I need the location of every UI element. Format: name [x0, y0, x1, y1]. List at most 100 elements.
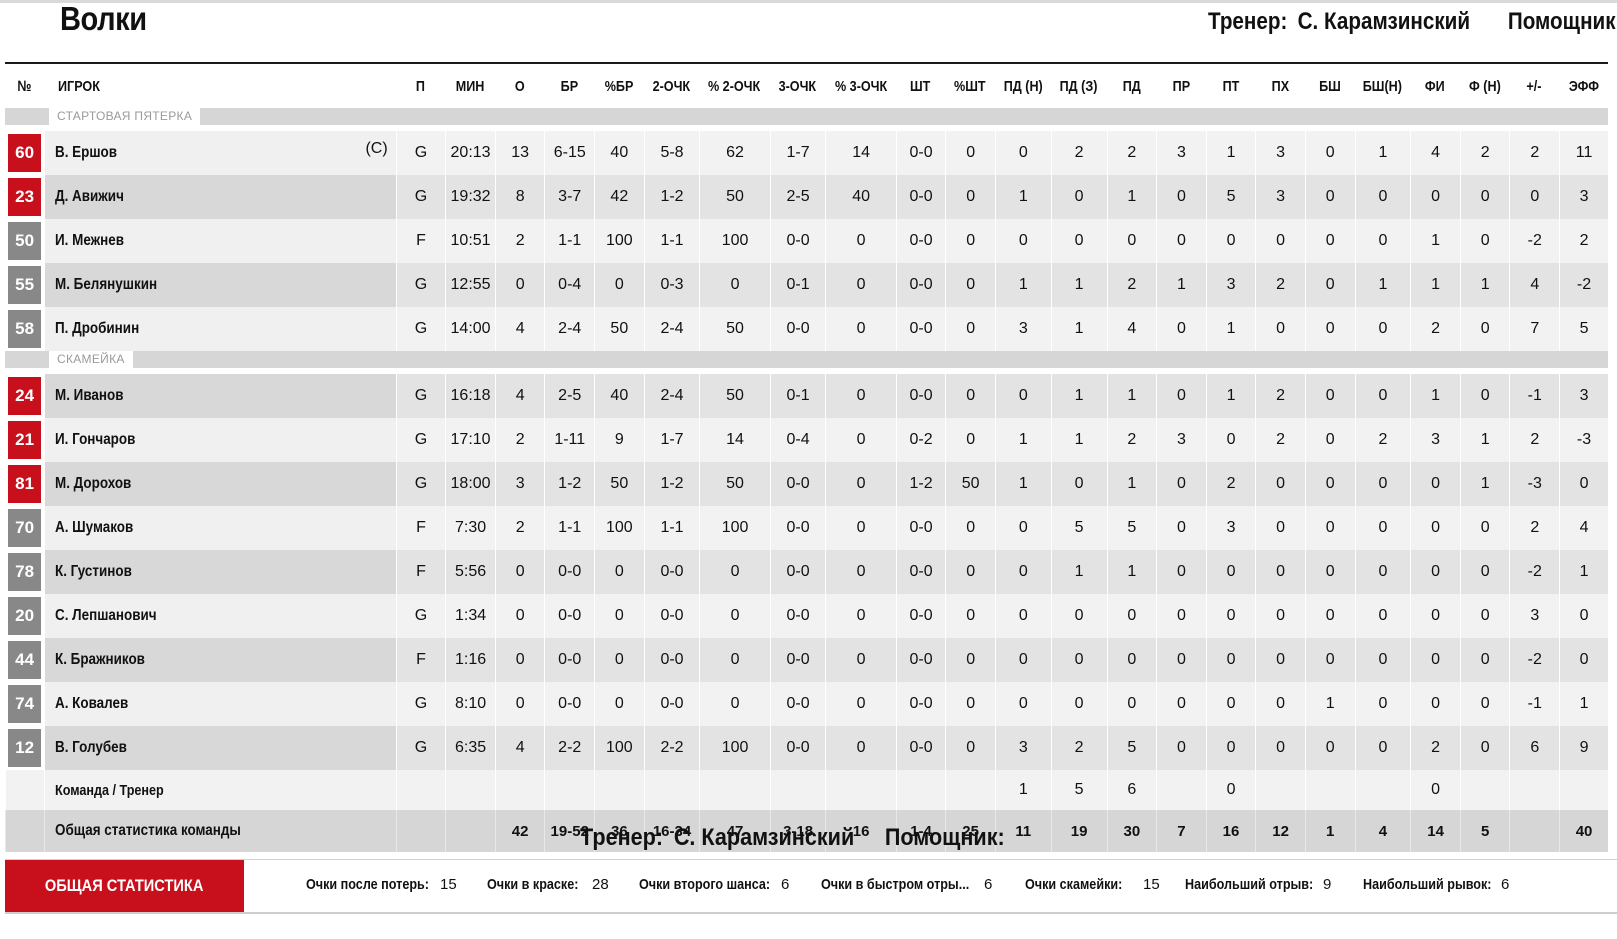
player-row[interactable]: 50 И. Межнев F 10:51 2 1-1 100 1-1 100 0-0 0 0-0 0 0 0… — [5, 219, 1608, 263]
player-name[interactable]: В. Голубев — [44, 726, 396, 770]
stat-cell: 0 — [1459, 506, 1510, 550]
stat-cell: 0 — [1304, 506, 1355, 550]
stat-cell: 1 — [1050, 307, 1107, 351]
stat-cell: 0 — [1205, 219, 1256, 263]
overall-stats-bar: ОБЩАЯ СТАТИСТИКА Очки после потерь: 15 Очк… — [5, 859, 1617, 914]
section-gap — [5, 125, 1608, 131]
player-row[interactable]: 74 А. Ковалев G 8:10 0 0-0 0 0-0 0 0-0 0 0-0 0 0 0 0 0 0 0… — [5, 682, 1608, 726]
player-name[interactable]: М. Белянушкин — [44, 263, 396, 307]
player-name-text: П. Дробинин — [55, 320, 140, 337]
stat-cell: 1 — [1304, 682, 1355, 726]
column-header: БШ — [1305, 64, 1355, 108]
player-number: 58 — [5, 307, 45, 351]
column-header-label: ЭФФ — [1568, 77, 1599, 95]
player-row[interactable]: 44 К. Бражников F 1:16 0 0-0 0 0-0 0 0-0 0 0-0 0 0 0 0 0… — [5, 638, 1608, 682]
stat-cell: 12 — [1255, 810, 1305, 852]
player-position: G — [395, 131, 446, 175]
stat-cell: 0 — [1459, 638, 1510, 682]
stat-cell: 0 — [1156, 462, 1206, 506]
player-name[interactable]: М. Иванов — [44, 374, 396, 418]
player-name[interactable]: С. Лепшанович — [44, 594, 396, 638]
stat-cell: 50 — [699, 307, 770, 351]
stat-cell: 0 — [1255, 638, 1305, 682]
player-row[interactable]: 78 К. Густинов F 5:56 0 0-0 0 0-0 0 0-0 0 0-0 0 0 1 1 0 0… — [5, 550, 1608, 594]
stat-cell: 0 — [1205, 726, 1256, 770]
stat-cell: 2 — [1509, 506, 1560, 550]
player-name[interactable]: П. Дробинин — [44, 307, 396, 351]
summary-stat: Очки второго шанса: 6 — [639, 876, 795, 893]
stat-cell: 1-2 — [544, 462, 595, 506]
stat-cell — [594, 770, 644, 810]
section-gap-cell — [5, 125, 1608, 131]
stat-cell: 0 — [1106, 682, 1157, 726]
summary-stat: Очки после потерь: 15 — [306, 876, 457, 893]
player-name[interactable]: В. Ершов (C) — [44, 131, 396, 175]
stat-cell: 2 — [1255, 418, 1305, 462]
player-name[interactable]: М. Дорохов — [44, 462, 396, 506]
empty-cell — [5, 810, 45, 852]
stat-cell: 0 — [699, 263, 770, 307]
player-name[interactable]: А. Шумаков — [44, 506, 396, 550]
player-row[interactable]: 24 М. Иванов G 16:18 4 2-5 40 2-4 50 0-1 0 0-0 0 0 1 1 0… — [5, 374, 1608, 418]
stat-cell: 1 — [1205, 374, 1256, 418]
stat-cell: 0 — [1156, 175, 1206, 219]
stat-cell: 1-7 — [643, 418, 700, 462]
player-name[interactable]: И. Гончаров — [44, 418, 396, 462]
stat-cell: 0 — [1410, 594, 1460, 638]
summary-stat-label: Очки скамейки: — [1025, 876, 1123, 893]
column-header-label: ПД (З) — [1059, 77, 1098, 95]
stat-cell: 0 — [1354, 682, 1411, 726]
overall-stats-button[interactable]: ОБЩАЯ СТАТИСТИКА — [5, 860, 244, 912]
stat-cell: 0-0 — [895, 638, 946, 682]
player-name[interactable]: А. Ковалев — [44, 682, 396, 726]
stat-cell: 1 — [1354, 131, 1411, 175]
player-row[interactable]: 70 А. Шумаков F 7:30 2 1-1 100 1-1 100 0-0 0 0-0 0 0 5… — [5, 506, 1608, 550]
player-row[interactable]: 12 В. Голубев G 6:35 4 2-2 100 2-2 100 0-0 0 0-0 0 3 2… — [5, 726, 1608, 770]
column-header: ПР — [1156, 64, 1206, 108]
stat-cell: 36 — [594, 810, 644, 852]
column-header-label: БР — [560, 77, 578, 95]
player-row[interactable]: 81 М. Дорохов G 18:00 3 1-2 50 1-2 50 0-0 0 1-2 50 1 0… — [5, 462, 1608, 506]
stat-cell: 50 — [699, 462, 770, 506]
column-header: ФИ — [1410, 64, 1460, 108]
team-name: Волки — [60, 0, 147, 37]
player-row[interactable]: 23 Д. Авижич G 19:32 8 3-7 42 1-2 50 2-5 40 0-0 0 1 0 1… — [5, 175, 1608, 219]
stat-cell: 7 — [1156, 810, 1206, 852]
stat-cell: 0 — [594, 594, 644, 638]
player-name[interactable]: И. Межнев — [44, 219, 396, 263]
stat-cell: 1-1 — [643, 506, 700, 550]
player-row[interactable]: 20 С. Лепшанович G 1:34 0 0-0 0 0-0 0 0-0 0 0-0 0 0 0 0… — [5, 594, 1608, 638]
stat-cell: 0 — [1304, 263, 1355, 307]
player-number: 78 — [5, 550, 45, 594]
player-position: G — [395, 263, 446, 307]
stat-cell: 1 — [1106, 462, 1157, 506]
column-header: ПД (З) — [1051, 64, 1107, 108]
player-position: G — [395, 418, 446, 462]
stat-cell: 0 — [825, 263, 896, 307]
player-row[interactable]: 21 И. Гончаров G 17:10 2 1-11 9 1-7 14 0-4 0 0-2 0 1 1… — [5, 418, 1608, 462]
player-name[interactable]: К. Бражников — [44, 638, 396, 682]
stat-cell: 2 — [1205, 462, 1256, 506]
stat-cell: 1 — [994, 175, 1051, 219]
stat-cell: 2 — [1255, 374, 1305, 418]
stat-cell: 16:18 — [445, 374, 495, 418]
player-name[interactable]: К. Густинов — [44, 550, 396, 594]
stat-cell: 4 — [1354, 810, 1411, 852]
player-row[interactable]: 55 М. Белянушкин G 12:55 0 0-4 0 0-3 0 0-1 0 0-0 0 1 1… — [5, 263, 1608, 307]
stat-cell: 0 — [825, 594, 896, 638]
stat-cell: 40 — [594, 374, 644, 418]
player-name[interactable]: Д. Авижич — [44, 175, 396, 219]
stat-cell — [1459, 770, 1510, 810]
player-row[interactable]: 58 П. Дробинин G 14:00 4 2-4 50 2-4 50 0-0 0 0-0 0 3 1… — [5, 307, 1608, 351]
stat-cell: 0 — [1050, 219, 1107, 263]
stat-cell: 3 — [1559, 374, 1608, 418]
stat-cell: 0 — [1304, 418, 1355, 462]
stat-cell: 3 — [1205, 263, 1256, 307]
stat-cell: 8 — [494, 175, 545, 219]
stat-cell: 1 — [1205, 131, 1256, 175]
player-row[interactable]: 60 В. Ершов (C) G 20:13 13 6-15 40 5-8 62 1-7 14 0-0… — [5, 131, 1608, 175]
player-number: 50 — [5, 219, 45, 263]
stat-cell: 0 — [945, 726, 995, 770]
stat-cell: 19:32 — [445, 175, 495, 219]
column-header-label: % 3-ОЧК — [834, 77, 887, 95]
